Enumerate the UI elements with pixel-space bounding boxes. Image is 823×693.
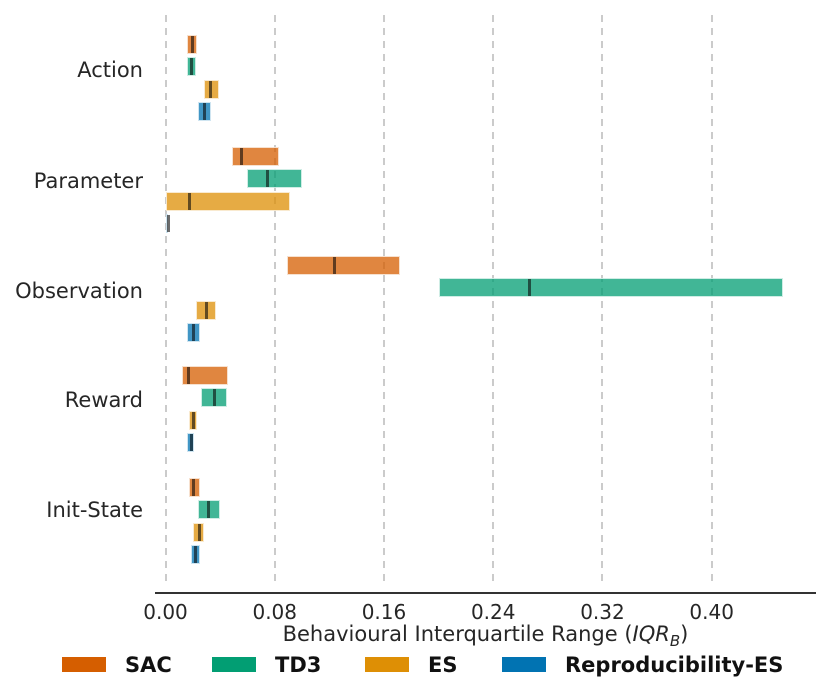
median-line (528, 279, 532, 297)
range-bar-reproducibility-es-init-state (191, 544, 200, 564)
median-line (192, 323, 196, 341)
median-line (240, 148, 244, 165)
range-bar-es-action (203, 79, 219, 99)
x-tick-label-0.40: 0.40 (689, 600, 734, 624)
range-bar-sac-reward (181, 366, 229, 385)
median-line (189, 433, 193, 451)
range-bar-es-parameter (165, 191, 290, 211)
gridline-0.40 (710, 15, 713, 586)
median-line (212, 389, 216, 407)
median-line (207, 501, 211, 519)
category-label-observation: Observation (15, 279, 143, 303)
median-line (193, 545, 197, 563)
legend-label-es: ES (428, 653, 458, 677)
median-line (204, 301, 208, 319)
range-bar-td3-reward (201, 388, 227, 408)
range-bar-sac-observation (287, 256, 401, 275)
range-bar-reproducibility-es-observation (187, 322, 200, 342)
x-tick-label-0.08: 0.08 (252, 600, 297, 624)
x-tick-label-0.32: 0.32 (580, 600, 625, 624)
median-line (203, 102, 207, 120)
median-line (166, 214, 170, 232)
legend-item-sac: SAC (62, 654, 362, 676)
range-bar-reproducibility-es-reward (187, 432, 195, 452)
category-label-action: Action (77, 58, 143, 82)
range-bar-td3-action (187, 57, 196, 77)
category-label-reward: Reward (64, 388, 143, 412)
x-axis-label: Behavioural Interquartile Range (IQRB) (282, 622, 689, 651)
range-bar-sac-action (187, 35, 197, 54)
x-axis-line (155, 592, 816, 594)
range-bar-es-reward (188, 410, 197, 430)
range-bar-sac-parameter (232, 147, 279, 166)
legend-swatch-es (365, 657, 409, 672)
legend-label-sac: SAC (125, 653, 172, 677)
legend-item-td3: TD3 (212, 654, 512, 676)
category-label-parameter: Parameter (33, 169, 143, 193)
range-bar-es-observation (195, 300, 216, 320)
median-line (192, 479, 196, 496)
median-line (332, 257, 336, 274)
gridline-0.32 (601, 15, 604, 586)
gridline-0.16 (382, 15, 385, 586)
legend-swatch-sac (62, 657, 106, 672)
legend-label-td3: TD3 (275, 653, 322, 677)
gridline-0.08 (273, 15, 276, 586)
median-line (208, 80, 212, 98)
range-bar-td3-observation (438, 278, 783, 298)
x-tick-label-0.00: 0.00 (143, 600, 188, 624)
range-bar-es-init-state (192, 522, 204, 542)
category-label-init-state: Init-State (46, 498, 143, 522)
x-tick-label-0.16: 0.16 (361, 600, 407, 624)
median-line (188, 192, 192, 210)
x-tick-label-0.24: 0.24 (470, 600, 516, 624)
range-bar-td3-init-state (198, 500, 221, 520)
range-bar-td3-parameter (247, 169, 303, 189)
range-bar-reproducibility-es-action (198, 101, 211, 121)
median-line (266, 170, 270, 188)
gridline-0.00 (164, 15, 167, 586)
legend-swatch-reproducibility-es (502, 657, 546, 672)
median-line (189, 58, 193, 76)
median-line (197, 523, 201, 541)
median-line (190, 36, 194, 53)
legend-swatch-td3 (212, 657, 256, 672)
legend-label-reproducibility-es: Reproducibility-ES (565, 653, 784, 677)
median-line (186, 367, 190, 384)
median-line (192, 411, 196, 429)
range-bar-sac-init-state (188, 478, 200, 497)
legend-item-reproducibility-es: Reproducibility-ES (502, 654, 802, 676)
legend-item-es: ES (365, 654, 665, 676)
gridline-0.24 (492, 15, 495, 586)
range-bar-reproducibility-es-parameter (165, 213, 170, 233)
